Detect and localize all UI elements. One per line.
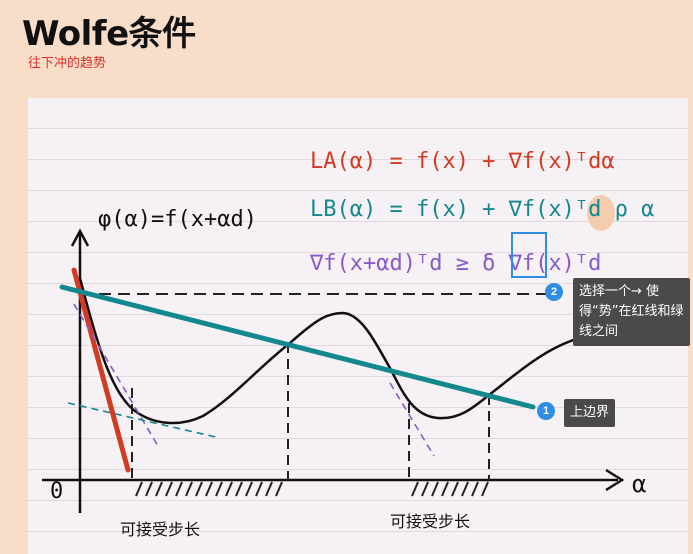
delta-highlight-box [511, 232, 547, 278]
rho-highlight [587, 195, 615, 231]
hatch-region-2 [411, 481, 489, 497]
x-axis-label: α [632, 470, 646, 498]
page-subtitle: 往下冲的趋势 [28, 56, 107, 71]
equation-curvature: ∇f(x+αd)ᵀd ≥ δ ∇f(x)ᵀd [309, 251, 601, 276]
equation-LA: LA(α) = f(x) + ∇f(x)ᵀdα [310, 149, 615, 174]
y-axis-arrow [70, 228, 90, 247]
red-line-LA [71, 267, 131, 473]
purple-tangent-1 [73, 303, 159, 447]
purple-tangent-2 [389, 382, 435, 457]
phi-label: φ(α)=f(x+αd) [98, 207, 257, 232]
x-axis-arrow [605, 468, 625, 492]
annotation-1-tooltip: 上边界 [564, 399, 616, 427]
page-title: Wolfe条件 [22, 14, 196, 54]
origin-label: 0 [50, 479, 63, 504]
hatch-region-1 [135, 481, 283, 497]
region-label-1: 可接受步长 [120, 520, 200, 539]
teal-dashed-slope [67, 402, 221, 439]
region-label-2: 可接受步长 [390, 512, 470, 531]
annotation-2-tooltip: 选择一个→ 使得“势”在红线和绿线之间 [573, 278, 690, 346]
wolfe-plot: φ(α)=f(x+αd) LA(α) = f(x) + ∇f(x)ᵀdα LB(… [42, 149, 654, 539]
annotation-2-badge[interactable]: 2 [545, 283, 563, 301]
green-line-LB [59, 284, 536, 410]
equation-LB: LB(α) = f(x) + ∇f(x)ᵀd ρ α [310, 197, 654, 222]
annotation-1-badge[interactable]: 1 [537, 402, 555, 420]
